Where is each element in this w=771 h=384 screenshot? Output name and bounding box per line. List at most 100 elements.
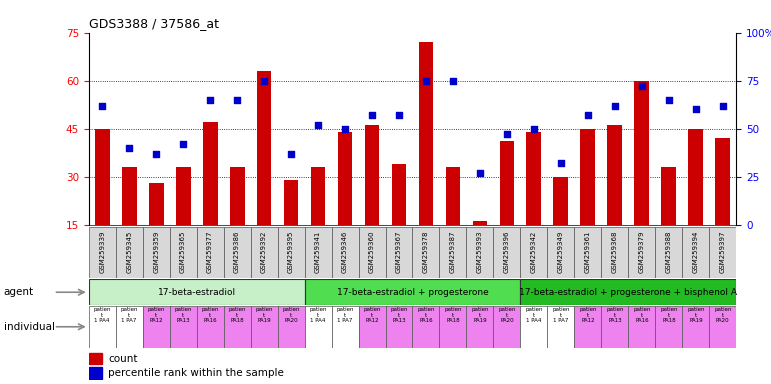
Text: GSM259388: GSM259388 xyxy=(666,231,672,273)
Bar xyxy=(635,81,649,225)
Text: patien
t
1 PA4: patien t 1 PA4 xyxy=(309,307,327,323)
Text: patien
t
1 PA4: patien t 1 PA4 xyxy=(525,307,543,323)
Bar xyxy=(554,177,568,225)
Bar xyxy=(446,167,460,225)
Text: GSM259397: GSM259397 xyxy=(720,231,726,273)
Bar xyxy=(197,306,224,348)
Point xyxy=(662,97,675,103)
Text: GSM259342: GSM259342 xyxy=(531,231,537,273)
Text: patien
t
1 PA7: patien t 1 PA7 xyxy=(336,307,354,323)
Text: patien
t
1 PA4: patien t 1 PA4 xyxy=(93,307,111,323)
Bar xyxy=(547,227,574,278)
Point xyxy=(339,126,352,132)
Bar xyxy=(547,306,574,348)
Text: patien
t
PA12: patien t PA12 xyxy=(147,307,165,323)
Text: GSM259346: GSM259346 xyxy=(342,231,348,273)
Bar xyxy=(143,227,170,278)
Bar xyxy=(715,138,730,225)
Text: patien
t
PA16: patien t PA16 xyxy=(201,307,219,323)
Bar xyxy=(359,227,386,278)
Text: GSM259361: GSM259361 xyxy=(585,231,591,273)
Bar xyxy=(89,306,116,348)
Text: patien
t
PA13: patien t PA13 xyxy=(174,307,192,323)
Text: individual: individual xyxy=(4,322,55,332)
Text: count: count xyxy=(108,354,137,364)
Text: patien
t
PA20: patien t PA20 xyxy=(498,307,516,323)
Bar xyxy=(466,227,493,278)
Text: GSM259365: GSM259365 xyxy=(180,231,186,273)
Text: GSM259345: GSM259345 xyxy=(126,231,132,273)
Bar xyxy=(278,227,305,278)
Bar xyxy=(89,353,102,364)
Text: patien
t
PA19: patien t PA19 xyxy=(471,307,489,323)
Bar xyxy=(278,306,305,348)
Bar xyxy=(493,227,520,278)
Bar xyxy=(176,167,190,225)
Text: GSM259339: GSM259339 xyxy=(99,231,105,273)
Text: patien
t
PA12: patien t PA12 xyxy=(579,307,597,323)
Text: patien
t
PA18: patien t PA18 xyxy=(660,307,678,323)
Text: patien
t
1 PA7: patien t 1 PA7 xyxy=(120,307,138,323)
Text: GSM259368: GSM259368 xyxy=(612,231,618,273)
Bar xyxy=(419,42,433,225)
Bar xyxy=(601,227,628,278)
Bar xyxy=(689,129,703,225)
Text: patien
t
PA19: patien t PA19 xyxy=(687,307,705,323)
Bar xyxy=(682,227,709,278)
Text: GSM259393: GSM259393 xyxy=(477,231,483,273)
Bar xyxy=(305,227,332,278)
Point xyxy=(231,97,244,103)
Text: patien
t
PA13: patien t PA13 xyxy=(606,307,624,323)
Bar xyxy=(116,306,143,348)
Text: patien
t
PA18: patien t PA18 xyxy=(444,307,462,323)
Text: patien
t
PA20: patien t PA20 xyxy=(282,307,300,323)
Bar xyxy=(386,227,412,278)
Bar xyxy=(520,306,547,348)
Bar xyxy=(412,227,439,278)
Bar xyxy=(338,132,352,225)
Bar xyxy=(655,306,682,348)
Bar xyxy=(581,129,595,225)
Text: GSM259349: GSM259349 xyxy=(558,231,564,273)
Bar xyxy=(628,306,655,348)
Bar xyxy=(601,306,628,348)
Text: agent: agent xyxy=(4,287,34,297)
Point xyxy=(609,103,621,109)
Text: GSM259387: GSM259387 xyxy=(450,231,456,273)
Bar xyxy=(439,227,466,278)
Bar xyxy=(251,306,278,348)
Text: GSM259394: GSM259394 xyxy=(693,231,699,273)
Text: 17-beta-estradiol: 17-beta-estradiol xyxy=(157,288,236,297)
Bar xyxy=(89,279,305,305)
Point xyxy=(123,145,136,151)
Point xyxy=(555,160,567,166)
Point xyxy=(527,126,540,132)
Bar xyxy=(473,222,487,225)
Point xyxy=(419,78,432,84)
Bar xyxy=(203,122,217,225)
Text: GSM259341: GSM259341 xyxy=(315,231,321,273)
Bar xyxy=(332,306,359,348)
Point xyxy=(96,103,108,109)
Point xyxy=(582,112,594,118)
Bar xyxy=(284,180,298,225)
Bar xyxy=(122,167,136,225)
Bar xyxy=(224,227,251,278)
Bar xyxy=(149,183,163,225)
Point xyxy=(366,112,379,118)
Point xyxy=(177,141,190,147)
Point xyxy=(258,78,270,84)
Text: GSM259396: GSM259396 xyxy=(504,231,510,273)
Text: patien
t
PA19: patien t PA19 xyxy=(255,307,273,323)
Point xyxy=(635,83,648,89)
Text: GSM259377: GSM259377 xyxy=(207,231,213,273)
Bar xyxy=(392,164,406,225)
Bar xyxy=(628,227,655,278)
Bar xyxy=(197,227,224,278)
Bar xyxy=(251,227,278,278)
Bar xyxy=(224,306,251,348)
Point xyxy=(501,131,513,137)
Bar xyxy=(230,167,244,225)
Bar xyxy=(500,141,514,225)
Bar xyxy=(305,279,520,305)
